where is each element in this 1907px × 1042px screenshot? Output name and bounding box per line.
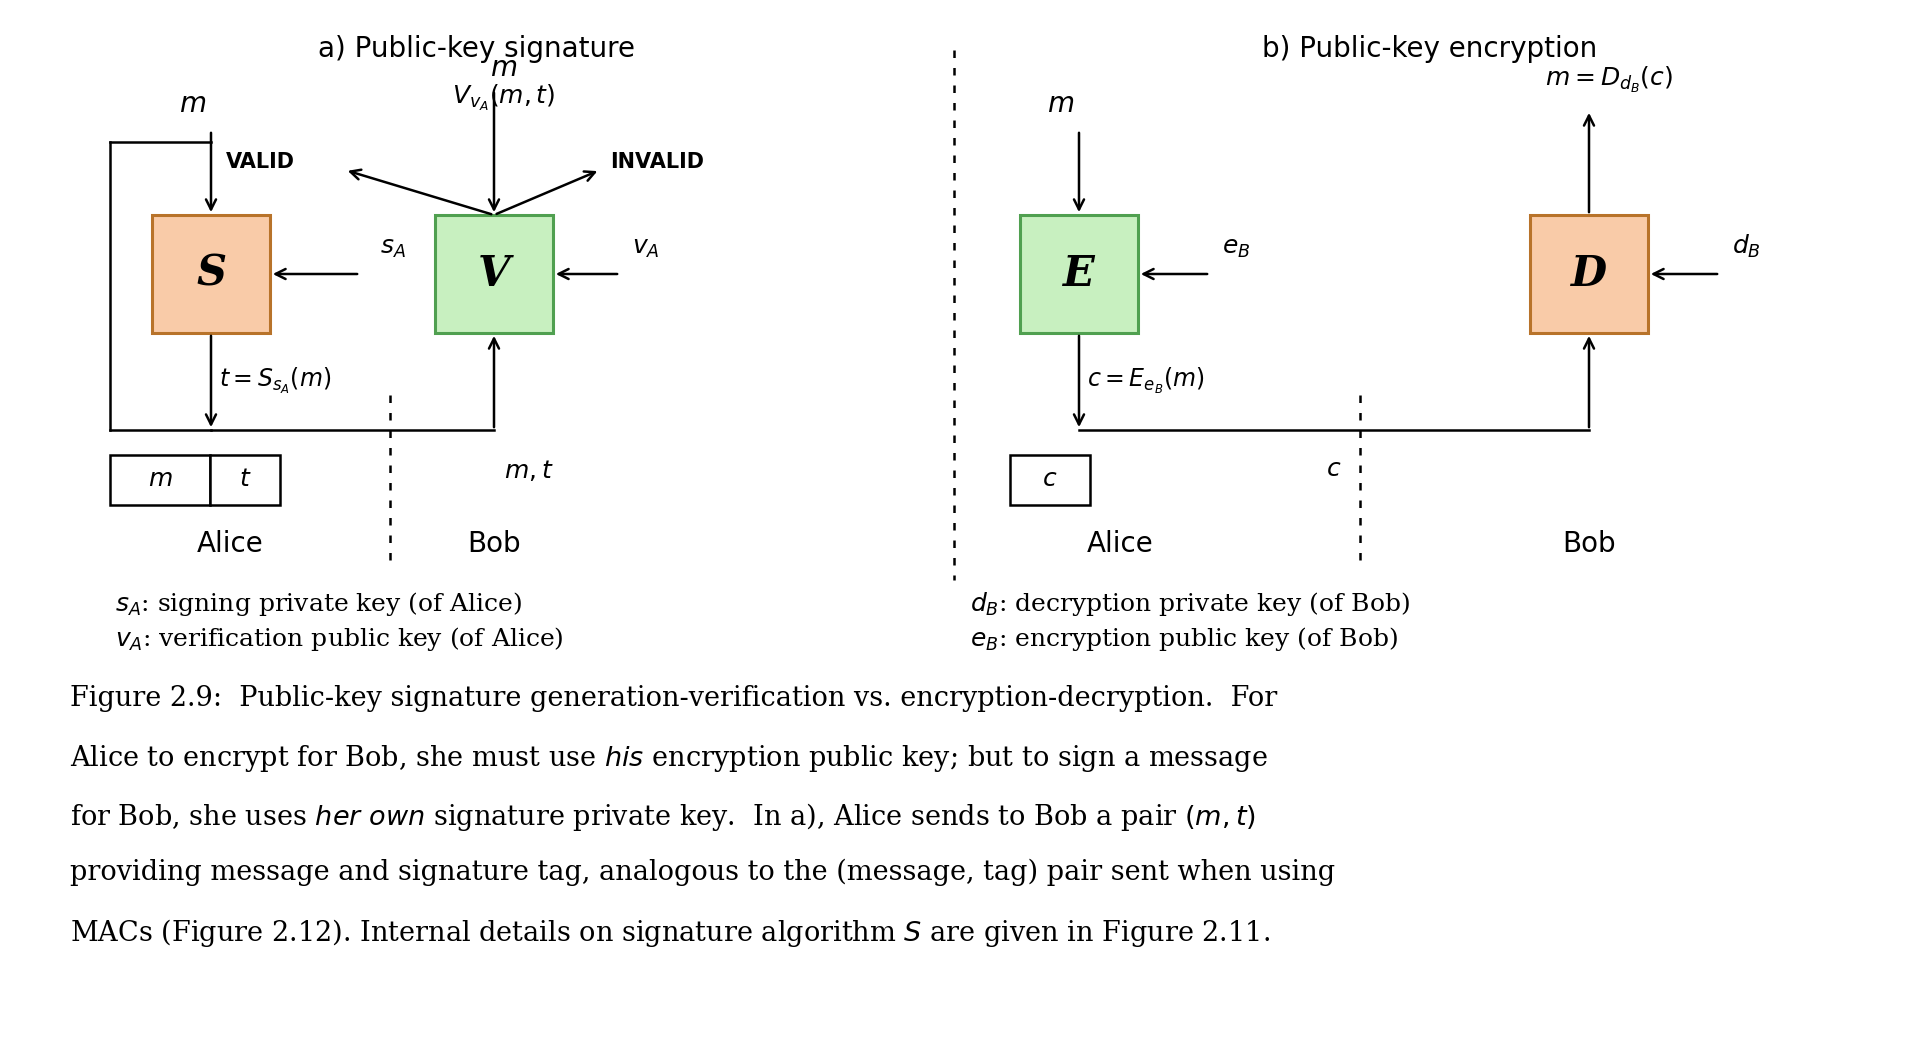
Text: $c = E_{e_B}(m)$: $c = E_{e_B}(m)$ bbox=[1087, 366, 1203, 396]
Text: $s_A$: $s_A$ bbox=[379, 237, 406, 260]
Text: $m$: $m$ bbox=[490, 55, 517, 82]
Text: $e_B$: encryption public key (of Bob): $e_B$: encryption public key (of Bob) bbox=[969, 625, 1398, 653]
Text: $m$: $m$ bbox=[1047, 91, 1074, 118]
Text: VALID: VALID bbox=[225, 152, 296, 172]
Text: S: S bbox=[196, 253, 225, 295]
Text: Bob: Bob bbox=[1562, 530, 1615, 559]
Text: providing message and signature tag, analogous to the (message, tag) pair sent w: providing message and signature tag, ana… bbox=[71, 859, 1335, 887]
Text: $t$: $t$ bbox=[238, 469, 252, 492]
Text: Alice: Alice bbox=[196, 530, 263, 559]
Text: $t = S_{s_A}(m)$: $t = S_{s_A}(m)$ bbox=[219, 366, 332, 396]
Text: $m = D_{d_B}(c)$: $m = D_{d_B}(c)$ bbox=[1545, 65, 1672, 95]
Text: a) Public-key signature: a) Public-key signature bbox=[318, 35, 635, 63]
Text: $e_B$: $e_B$ bbox=[1220, 237, 1249, 260]
Text: $m, t$: $m, t$ bbox=[503, 458, 553, 483]
Text: $V_{v_A}(m,t)$: $V_{v_A}(m,t)$ bbox=[452, 83, 555, 113]
Text: $d_B$: $d_B$ bbox=[1732, 232, 1760, 260]
FancyBboxPatch shape bbox=[111, 455, 210, 505]
Text: $d_B$: decryption private key (of Bob): $d_B$: decryption private key (of Bob) bbox=[969, 590, 1409, 618]
Text: D: D bbox=[1569, 253, 1606, 295]
Text: Alice to encrypt for Bob, she must use $\mathit{his}$ encryption public key; but: Alice to encrypt for Bob, she must use $… bbox=[71, 743, 1268, 774]
FancyBboxPatch shape bbox=[435, 215, 553, 333]
Text: Alice: Alice bbox=[1087, 530, 1152, 559]
Text: Bob: Bob bbox=[467, 530, 521, 559]
FancyBboxPatch shape bbox=[1020, 215, 1137, 333]
Text: $m$: $m$ bbox=[179, 91, 206, 118]
FancyBboxPatch shape bbox=[1009, 455, 1089, 505]
Text: $m$: $m$ bbox=[147, 469, 172, 492]
Text: $s_A$: signing private key (of Alice): $s_A$: signing private key (of Alice) bbox=[114, 590, 523, 618]
Text: $c$: $c$ bbox=[1325, 458, 1341, 481]
Text: $c$: $c$ bbox=[1041, 469, 1056, 492]
Text: INVALID: INVALID bbox=[610, 152, 704, 172]
FancyBboxPatch shape bbox=[210, 455, 280, 505]
Text: Figure 2.9:  Public-key signature generation-verification vs. encryption-decrypt: Figure 2.9: Public-key signature generat… bbox=[71, 685, 1276, 712]
FancyBboxPatch shape bbox=[153, 215, 271, 333]
Text: $v_A$: verification public key (of Alice): $v_A$: verification public key (of Alice… bbox=[114, 625, 563, 653]
Text: b) Public-key encryption: b) Public-key encryption bbox=[1262, 35, 1596, 63]
Text: E: E bbox=[1062, 253, 1095, 295]
Text: V: V bbox=[477, 253, 509, 295]
Text: for Bob, she uses $\mathit{her\ own}$ signature private key.  In a), Alice sends: for Bob, she uses $\mathit{her\ own}$ si… bbox=[71, 801, 1255, 833]
FancyBboxPatch shape bbox=[1529, 215, 1648, 333]
Text: MACs (Figure 2.12). Internal details on signature algorithm $\mathit{S}$ are giv: MACs (Figure 2.12). Internal details on … bbox=[71, 917, 1270, 949]
Text: $v_A$: $v_A$ bbox=[631, 237, 660, 260]
